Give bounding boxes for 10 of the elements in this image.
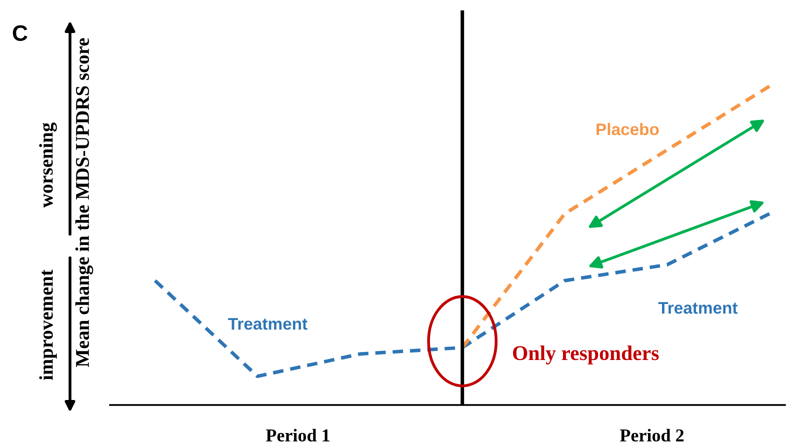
text: Period 1 [266, 428, 330, 442]
series-label: Placebo [596, 122, 659, 136]
text: Period 2 [620, 428, 684, 442]
y-axis-title: Mean change in the MDS-UPDRS score [75, 38, 94, 367]
annotation: Only responders [513, 346, 659, 364]
text: improvement [39, 270, 57, 380]
series-label: Treatment [228, 318, 308, 330]
text: Treatment [658, 302, 738, 314]
text: C [12, 25, 28, 41]
text: worsening [39, 122, 57, 208]
